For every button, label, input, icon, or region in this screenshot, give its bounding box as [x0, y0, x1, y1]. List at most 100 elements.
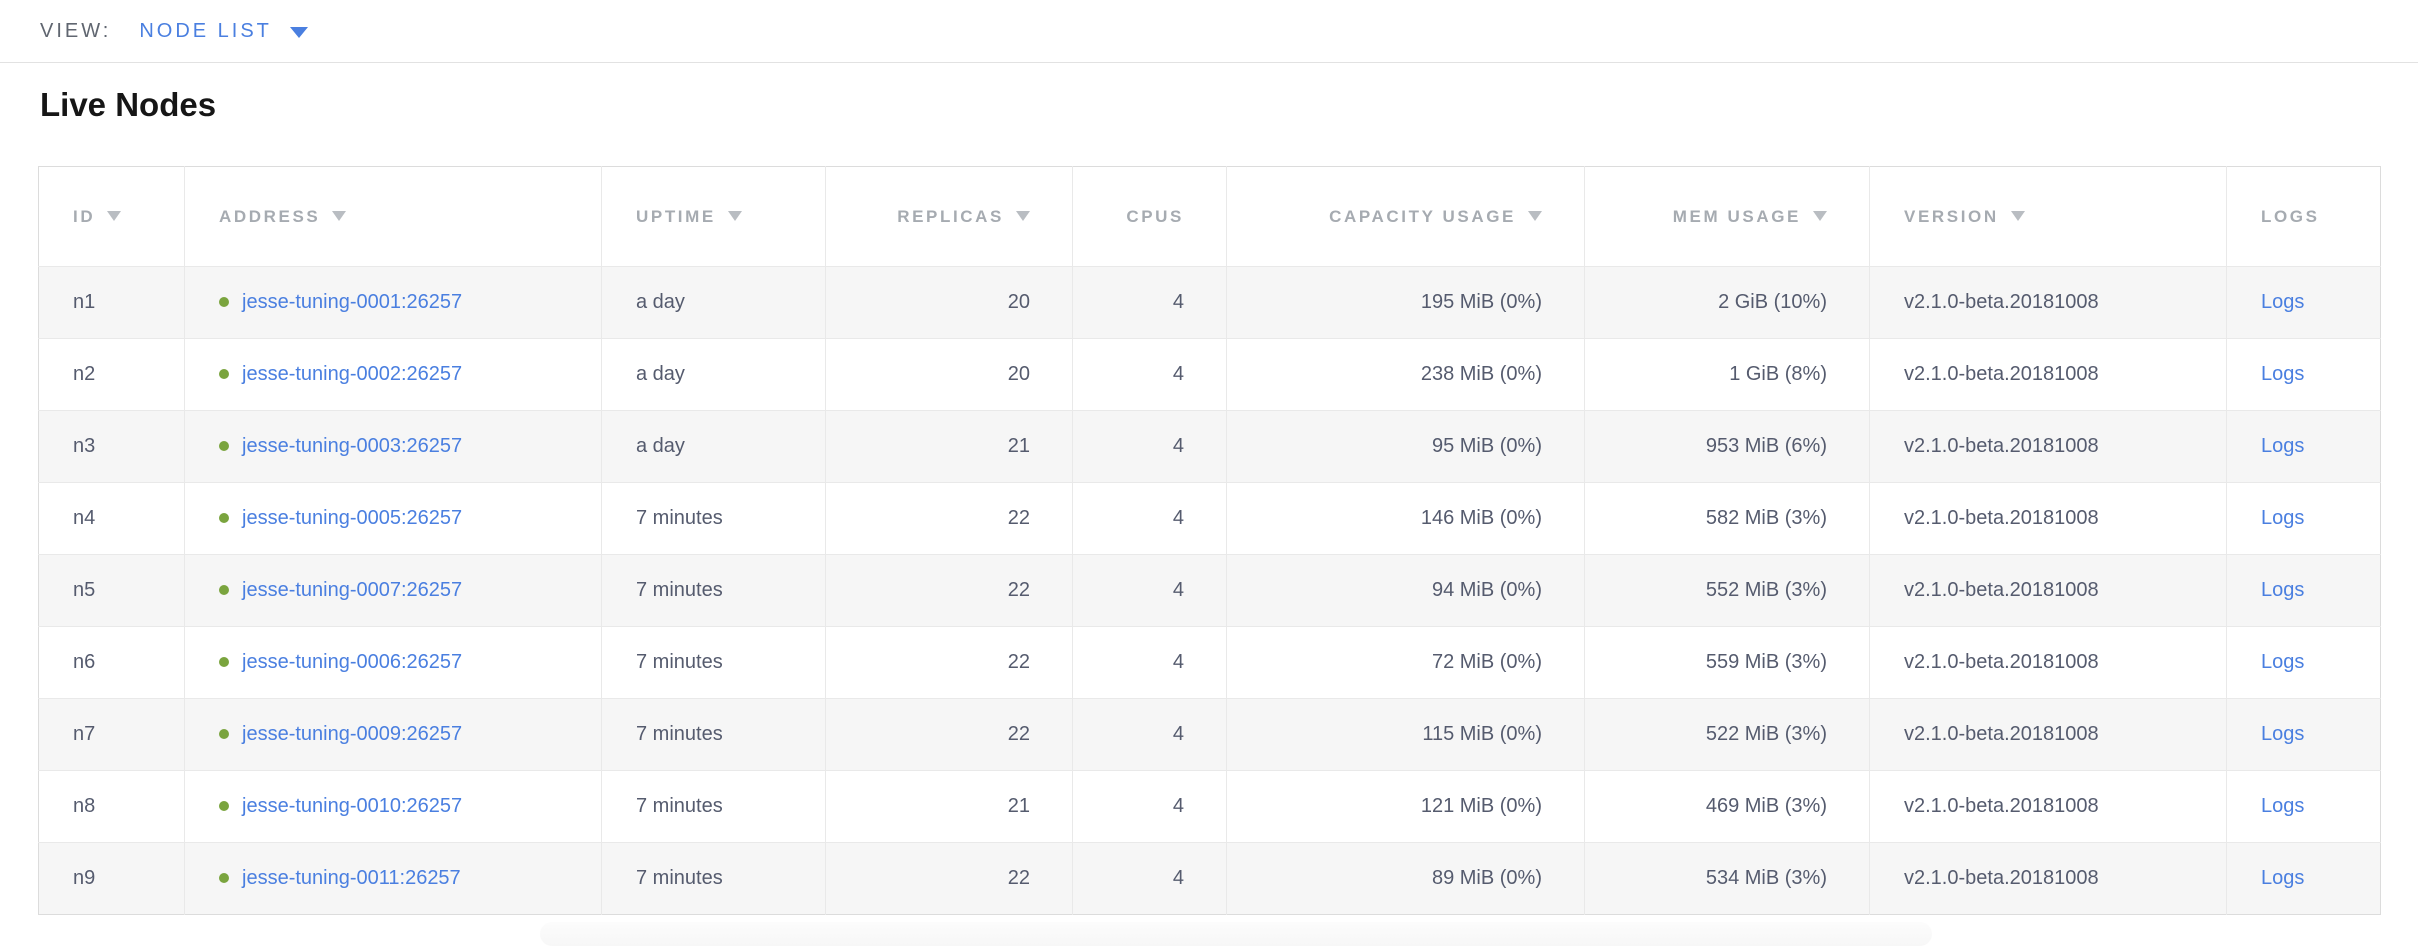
sort-desc-icon	[332, 210, 347, 221]
cell-value: 7 minutes	[636, 651, 723, 673]
node-address-link[interactable]: jesse-tuning-0010:26257	[242, 795, 463, 817]
cell-value: 21	[1007, 795, 1030, 817]
cell-value: v2.1.0-beta.20181008	[1904, 363, 2099, 385]
cell-version: v2.1.0-beta.20181008	[1869, 842, 2227, 915]
cell-address: jesse-tuning-0010:26257	[184, 770, 602, 843]
cell-mem: 522 MiB (3%)	[1584, 698, 1870, 771]
cell-uptime: 7 minutes	[601, 482, 826, 555]
column-header-id[interactable]: ID	[38, 166, 185, 267]
column-header-capacity[interactable]: CAPACITY USAGE	[1226, 166, 1585, 267]
node-logs-link[interactable]: Logs	[2261, 507, 2305, 529]
node-address-link[interactable]: jesse-tuning-0001:26257	[242, 291, 463, 313]
cell-value: n5	[73, 579, 96, 601]
cell-cpus: 4	[1072, 626, 1227, 699]
node-address-link[interactable]: jesse-tuning-0006:26257	[242, 651, 463, 673]
cell-cpus: 4	[1072, 698, 1227, 771]
column-header-label: CAPACITY USAGE	[1329, 206, 1516, 226]
cell-value: 22	[1007, 507, 1030, 529]
node-address-link[interactable]: jesse-tuning-0003:26257	[242, 435, 463, 457]
cell-value: 195 MiB (0%)	[1420, 291, 1542, 313]
cell-logs: Logs	[2226, 842, 2381, 915]
cell-value: n2	[73, 363, 96, 385]
cell-address: jesse-tuning-0006:26257	[184, 626, 602, 699]
node-logs-link[interactable]: Logs	[2261, 867, 2305, 889]
cell-logs: Logs	[2226, 698, 2381, 771]
column-header-version[interactable]: VERSION	[1869, 166, 2227, 267]
table-row: n7 jesse-tuning-0009:26257 7 minutes 22 4 115…	[38, 698, 2381, 771]
node-logs-link[interactable]: Logs	[2261, 579, 2305, 601]
cell-version: v2.1.0-beta.20181008	[1869, 698, 2227, 771]
cell-uptime: 7 minutes	[601, 554, 826, 627]
cell-value: 72 MiB (0%)	[1431, 651, 1542, 673]
cell-version: v2.1.0-beta.20181008	[1869, 266, 2227, 339]
table-row: n2 jesse-tuning-0002:26257 a day 20 4 238 MiB…	[38, 338, 2381, 411]
cell-value: v2.1.0-beta.20181008	[1904, 579, 2099, 601]
cell-value: 89 MiB (0%)	[1431, 867, 1542, 889]
column-header-replicas[interactable]: REPLICAS	[825, 166, 1073, 267]
cell-cpus: 4	[1072, 770, 1227, 843]
cell-uptime: 7 minutes	[601, 626, 826, 699]
page-title: Live Nodes	[40, 86, 217, 123]
live-nodes-table: ID ADDRESS UPTIME REPLICAS CPUS CAPACITY USAG…	[38, 166, 2381, 915]
table-row: n5 jesse-tuning-0007:26257 7 minutes 22 4 94 …	[38, 554, 2381, 627]
column-header-uptime[interactable]: UPTIME	[601, 166, 826, 267]
cell-address: jesse-tuning-0003:26257	[184, 410, 602, 483]
node-address-link[interactable]: jesse-tuning-0007:26257	[242, 579, 463, 601]
cell-value: 121 MiB (0%)	[1420, 795, 1542, 817]
column-header-address[interactable]: ADDRESS	[184, 166, 602, 267]
node-logs-link[interactable]: Logs	[2261, 795, 2305, 817]
cell-value: v2.1.0-beta.20181008	[1904, 651, 2099, 673]
sort-desc-icon	[1813, 210, 1827, 221]
sort-desc-icon	[1528, 210, 1542, 221]
cell-value: 115 MiB (0%)	[1422, 723, 1542, 745]
column-header-label: MEM USAGE	[1672, 206, 1801, 226]
cell-uptime: a day	[601, 266, 826, 339]
cell-version: v2.1.0-beta.20181008	[1869, 482, 2227, 555]
cell-address: jesse-tuning-0009:26257	[184, 698, 602, 771]
cell-value: n6	[73, 651, 96, 673]
cell-capacity: 195 MiB (0%)	[1226, 266, 1585, 339]
node-live-status-icon	[219, 441, 229, 451]
node-address-link[interactable]: jesse-tuning-0009:26257	[242, 723, 463, 745]
cell-value: 552 MiB (3%)	[1705, 579, 1827, 601]
cell-value: 469 MiB (3%)	[1705, 795, 1827, 817]
node-address-link[interactable]: jesse-tuning-0011:26257	[242, 867, 461, 889]
cell-cpus: 4	[1072, 554, 1227, 627]
chevron-down-icon	[289, 26, 308, 38]
cell-version: v2.1.0-beta.20181008	[1869, 554, 2227, 627]
cell-value: 4	[1172, 723, 1184, 745]
cell-value: 4	[1172, 579, 1184, 601]
cell-replicas: 21	[825, 410, 1073, 483]
cell-value: 22	[1007, 723, 1030, 745]
cell-capacity: 121 MiB (0%)	[1226, 770, 1585, 843]
node-logs-link[interactable]: Logs	[2261, 435, 2305, 457]
sort-desc-icon	[2010, 210, 2025, 221]
cell-value: 582 MiB (3%)	[1705, 507, 1827, 529]
cell-value: a day	[636, 363, 685, 385]
node-logs-link[interactable]: Logs	[2261, 651, 2305, 673]
column-header-label: ID	[73, 206, 96, 226]
node-live-status-icon	[219, 297, 229, 307]
cell-value: v2.1.0-beta.20181008	[1904, 507, 2099, 529]
node-logs-link[interactable]: Logs	[2261, 723, 2305, 745]
node-address-link[interactable]: jesse-tuning-0005:26257	[242, 507, 463, 529]
node-logs-link[interactable]: Logs	[2261, 363, 2305, 385]
node-address-link[interactable]: jesse-tuning-0002:26257	[242, 363, 463, 385]
cell-value: 7 minutes	[636, 507, 723, 529]
cell-value: 7 minutes	[636, 723, 723, 745]
cell-address: jesse-tuning-0011:26257	[184, 842, 602, 915]
cell-value: 20	[1007, 363, 1030, 385]
node-logs-link[interactable]: Logs	[2261, 291, 2305, 313]
cell-mem: 559 MiB (3%)	[1584, 626, 1870, 699]
cell-value: 1 GiB (8%)	[1729, 363, 1827, 385]
cell-logs: Logs	[2226, 770, 2381, 843]
node-live-status-icon	[219, 585, 229, 595]
cell-value: v2.1.0-beta.20181008	[1904, 795, 2099, 817]
cell-id: n6	[38, 626, 185, 699]
column-header-cpus: CPUS	[1072, 166, 1227, 267]
view-selector-dropdown[interactable]: NODE LIST	[139, 20, 308, 43]
cell-replicas: 21	[825, 770, 1073, 843]
node-live-status-icon	[219, 729, 229, 739]
cell-logs: Logs	[2226, 338, 2381, 411]
column-header-mem[interactable]: MEM USAGE	[1584, 166, 1870, 267]
